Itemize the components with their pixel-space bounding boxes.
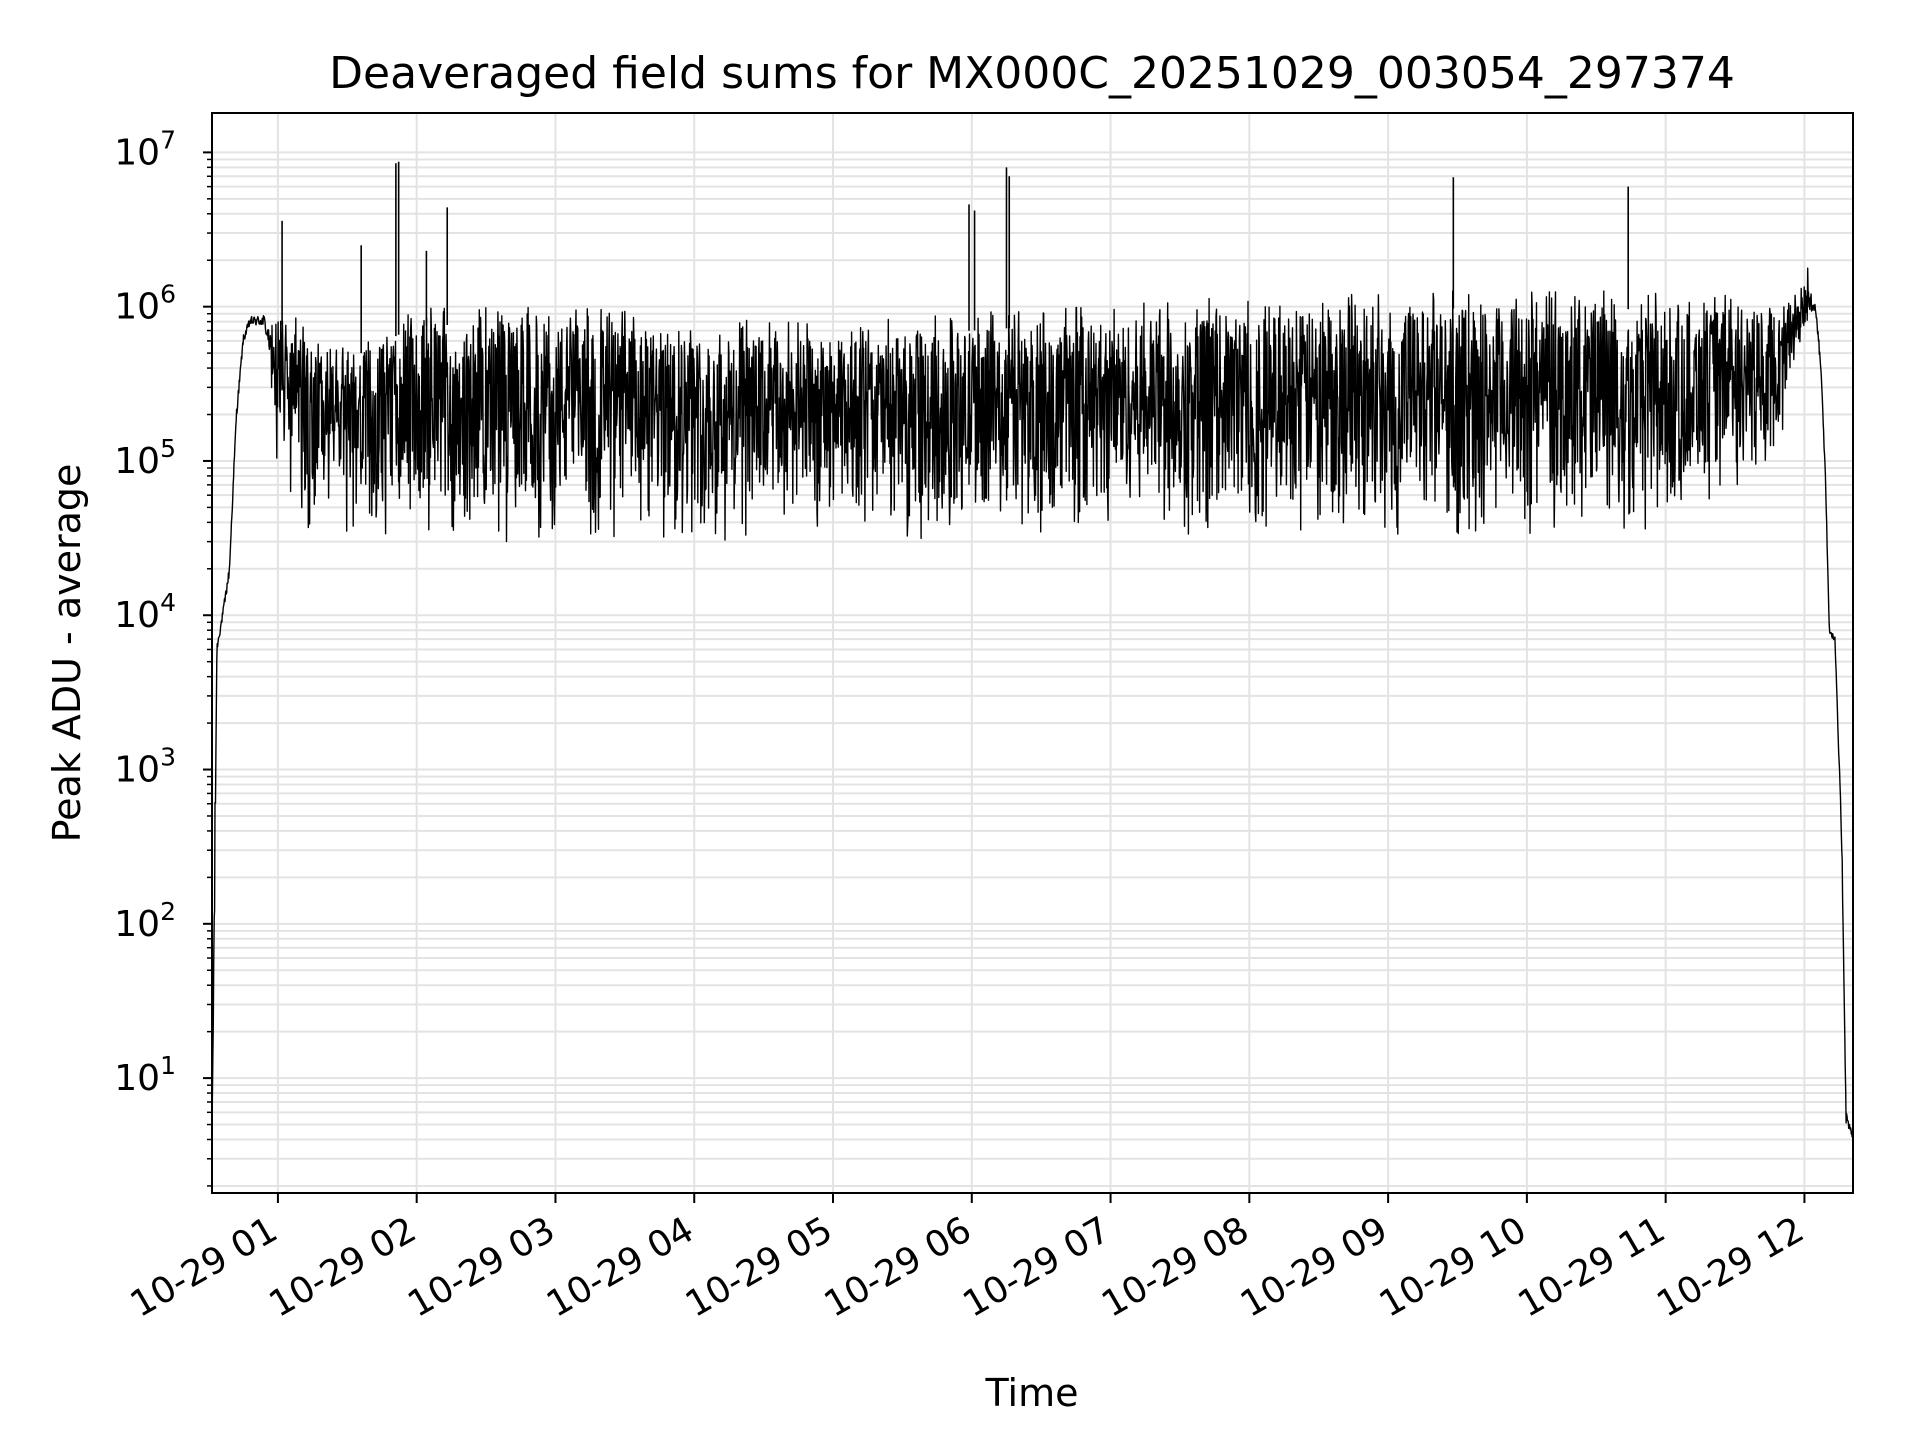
y-tick-exponent: 6 — [160, 280, 176, 309]
y-tick-exponent: 5 — [160, 434, 176, 463]
y-axis-label: Peak ADU - average — [45, 464, 89, 843]
y-tick-exponent: 7 — [160, 125, 176, 154]
y-tick-exponent: 1 — [160, 1051, 176, 1080]
y-tick-label: 105 — [114, 434, 176, 482]
y-tick-label: 102 — [114, 897, 176, 945]
y-tick-base: 10 — [114, 904, 160, 945]
y-tick-base: 10 — [114, 1058, 160, 1099]
y-tick-exponent: 4 — [160, 588, 176, 617]
y-tick-label: 101 — [114, 1051, 176, 1099]
y-tick-base: 10 — [114, 595, 160, 636]
y-tick-label: 103 — [114, 743, 176, 791]
data-series — [211, 161, 1854, 1138]
y-tick-base: 10 — [114, 132, 160, 173]
chart-title: Deaveraged field sums for MX000C_2025102… — [329, 48, 1735, 99]
y-tick-base: 10 — [114, 441, 160, 482]
y-tick-label: 107 — [114, 125, 176, 173]
grid — [212, 113, 1853, 1193]
y-tick-label: 106 — [114, 280, 176, 328]
y-tick-exponent: 3 — [160, 743, 176, 772]
y-tick-base: 10 — [114, 287, 160, 328]
plot-frame — [211, 112, 1854, 1194]
series-line — [211, 267, 1854, 1138]
x-axis-label: Time — [985, 1371, 1079, 1415]
y-tick-base: 10 — [114, 750, 160, 791]
y-tick-label: 104 — [114, 588, 176, 636]
y-tick-exponent: 2 — [160, 897, 176, 926]
